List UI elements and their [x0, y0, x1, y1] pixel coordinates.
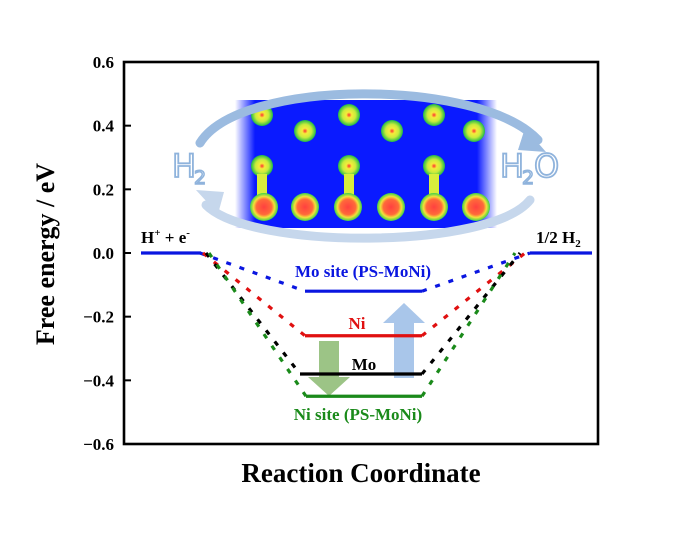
- connector-right: [420, 251, 527, 338]
- svg-text:1/2 H2: 1/2 H2: [536, 228, 581, 250]
- cycle-arrowhead-top: [518, 128, 546, 152]
- svg-text:2: 2: [194, 167, 206, 189]
- svg-text:H: H: [500, 147, 524, 185]
- y-tick-label: −0.2: [83, 308, 114, 327]
- y-tick-label: 0.0: [93, 244, 114, 263]
- inset-atom: [291, 193, 319, 221]
- up-arrow: [383, 303, 425, 378]
- inset-atom: [294, 120, 316, 142]
- inset-background: [235, 100, 497, 228]
- label-final: 1/2 H2: [536, 228, 581, 250]
- y-axis-ticks: 0.6 0.4 0.2 0.0 −0.2 −0.4 −0.6: [83, 53, 131, 454]
- inset-fade-left: [235, 100, 255, 228]
- cycle-arrow-top: [195, 89, 543, 148]
- cycle-arrowhead-bottom: [196, 190, 224, 214]
- y-tick-label: 0.4: [93, 117, 115, 136]
- y-tick-label: −0.4: [83, 371, 114, 390]
- svg-text:O: O: [534, 147, 559, 185]
- inset-atom: [338, 155, 360, 177]
- inset-atom: [338, 104, 360, 126]
- inset-atom: [463, 120, 485, 142]
- inset-atom: [462, 193, 490, 221]
- cycle-arrow-bottom: [201, 195, 535, 243]
- inset-atom: [334, 193, 362, 221]
- inset-atom: [423, 104, 445, 126]
- inset-atom: [381, 120, 403, 142]
- inset-atom: [377, 193, 405, 221]
- y-tick-label: 0.6: [93, 53, 114, 72]
- inset-atom: [420, 193, 448, 221]
- svg-text:H+ + e-: H+ + e-: [141, 227, 190, 247]
- inset-atom: [250, 193, 278, 221]
- label-initial: H+ + e-: [141, 227, 190, 247]
- inset-atom: [423, 155, 445, 177]
- connector-left: [199, 251, 306, 293]
- down-arrow: [308, 341, 350, 396]
- inset-left-label: H 2: [171, 146, 207, 190]
- connector-left: [207, 252, 308, 398]
- label-series-ni: Ni: [349, 314, 366, 333]
- inset-bond: [344, 174, 354, 196]
- connector-right: [421, 251, 531, 293]
- label-series-mo-site: Mo site (PS-MoNi): [295, 262, 431, 281]
- svg-text:2: 2: [522, 167, 534, 189]
- inset-atom: [251, 155, 273, 177]
- connector-left: [204, 252, 302, 375]
- inset-right-label: H 2 O: [499, 146, 560, 190]
- x-axis-title: Reaction Coordinate: [241, 458, 480, 488]
- label-series-ni-site: Ni site (PS-MoNi): [294, 405, 422, 424]
- y-tick-label: −0.6: [83, 435, 114, 454]
- y-axis-title: Free energy / eV: [31, 163, 60, 345]
- inset-structure: [235, 100, 497, 228]
- connector-right: [420, 252, 517, 398]
- energy-levels: [141, 251, 592, 398]
- label-series-mo: Mo: [352, 355, 377, 374]
- connector-right: [420, 251, 522, 375]
- inset-bond: [257, 174, 267, 196]
- inset-bond: [429, 174, 439, 196]
- svg-text:H: H: [172, 147, 196, 185]
- y-tick-label: 0.2: [93, 180, 114, 199]
- inset-atoms: [250, 104, 490, 221]
